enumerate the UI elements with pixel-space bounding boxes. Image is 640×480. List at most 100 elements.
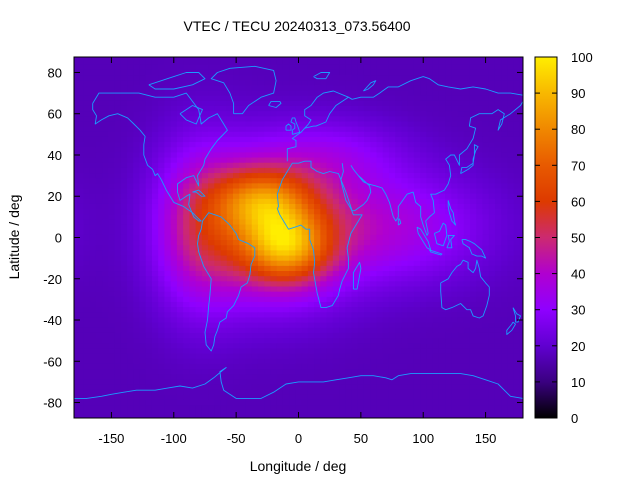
- heatmap-cell: [314, 358, 321, 365]
- heatmap-cell: [501, 203, 509, 210]
- heatmap-cell: [513, 229, 521, 236]
- heatmap-cell: [307, 389, 315, 396]
- heatmap-cell: [401, 353, 409, 360]
- heatmap-cell: [513, 167, 521, 174]
- heatmap-cell: [451, 250, 459, 257]
- heatmap-cell: [314, 399, 321, 406]
- heatmap-cell: [195, 281, 203, 288]
- heatmap-cell: [151, 358, 159, 365]
- heatmap-cell: [345, 369, 353, 375]
- heatmap-cell: [363, 353, 371, 360]
- heatmap-cell: [282, 374, 290, 380]
- heatmap-cell: [494, 394, 502, 401]
- heatmap-cell: [388, 90, 396, 97]
- heatmap-cell: [407, 399, 415, 406]
- heatmap-cell: [494, 167, 502, 174]
- heatmap-cell: [133, 245, 141, 251]
- heatmap-cell: [145, 178, 153, 184]
- heatmap-cell: [507, 121, 515, 128]
- heatmap-cell: [220, 131, 228, 138]
- heatmap-cell: [95, 173, 103, 179]
- heatmap-cell: [139, 219, 147, 226]
- heatmap-cell: [226, 348, 234, 355]
- heatmap-cell: [494, 198, 502, 205]
- heatmap-cell: [519, 260, 523, 267]
- heatmap-cell: [420, 307, 427, 313]
- heatmap-cell: [239, 245, 247, 251]
- heatmap-cell: [488, 260, 496, 267]
- heatmap-cell: [314, 307, 321, 313]
- heatmap-cell: [494, 389, 502, 396]
- heatmap-cell: [189, 250, 197, 257]
- heatmap-cell: [239, 224, 247, 231]
- heatmap-cell: [339, 105, 346, 112]
- heatmap-cell: [151, 188, 159, 195]
- heatmap-cell: [77, 75, 84, 81]
- heatmap-cell: [201, 296, 209, 303]
- heatmap-cell: [233, 193, 240, 200]
- heatmap-cell: [457, 286, 465, 293]
- heatmap-cell: [289, 147, 296, 154]
- heatmap-cell: [351, 219, 359, 226]
- heatmap-cell: [139, 384, 147, 391]
- heatmap-cell: [276, 136, 284, 143]
- heatmap-cell: [501, 75, 509, 81]
- heatmap-cell: [77, 255, 84, 262]
- heatmap-cell: [401, 234, 409, 241]
- heatmap-cell: [239, 389, 247, 396]
- heatmap-cell: [382, 291, 390, 298]
- heatmap-cell: [413, 75, 421, 81]
- heatmap-cell: [176, 85, 184, 92]
- heatmap-cell: [301, 296, 309, 303]
- heatmap-cell: [282, 131, 290, 138]
- heatmap-cell: [201, 105, 209, 112]
- heatmap-cell: [501, 338, 509, 344]
- heatmap-cell: [127, 59, 134, 66]
- heatmap-cell: [251, 75, 259, 81]
- heatmap-cell: [326, 394, 334, 401]
- heatmap-cell: [133, 358, 141, 365]
- heatmap-cell: [176, 286, 184, 293]
- heatmap-cell: [145, 250, 153, 257]
- heatmap-cell: [413, 260, 421, 267]
- heatmap-cell: [445, 152, 452, 159]
- heatmap-cell: [382, 332, 390, 339]
- heatmap-cell: [301, 136, 309, 143]
- heatmap-cell: [451, 131, 459, 138]
- heatmap-cell: [332, 173, 340, 179]
- heatmap-cell: [507, 260, 515, 267]
- heatmap-cell: [307, 100, 315, 107]
- heatmap-cell: [276, 245, 284, 251]
- heatmap-cell: [420, 188, 427, 195]
- heatmap-cell: [127, 322, 134, 329]
- heatmap-cell: [220, 57, 228, 61]
- heatmap-cell: [501, 167, 509, 174]
- heatmap-cell: [345, 338, 353, 344]
- heatmap-cell: [201, 173, 209, 179]
- heatmap-cell: [469, 307, 477, 313]
- heatmap-cell: [395, 379, 402, 386]
- heatmap-cell: [420, 291, 427, 298]
- heatmap-cell: [89, 162, 97, 169]
- heatmap-cell: [507, 162, 515, 169]
- heatmap-cell: [145, 219, 153, 226]
- heatmap-cell: [108, 384, 116, 391]
- heatmap-cell: [476, 379, 484, 386]
- heatmap-cell: [289, 317, 296, 324]
- heatmap-cell: [239, 131, 247, 138]
- heatmap-cell: [183, 224, 190, 231]
- heatmap-cell: [320, 152, 328, 159]
- heatmap-cell: [233, 379, 240, 386]
- heatmap-cell: [357, 69, 365, 76]
- heatmap-cell: [332, 399, 340, 406]
- heatmap-cell: [245, 369, 253, 375]
- heatmap-cell: [401, 250, 409, 257]
- heatmap-cell: [482, 265, 490, 272]
- heatmap-cell: [239, 301, 247, 308]
- heatmap-cell: [164, 178, 172, 184]
- heatmap-cell: [251, 301, 259, 308]
- heatmap-cell: [195, 85, 203, 92]
- heatmap-cell: [289, 136, 296, 143]
- heatmap-cell: [507, 338, 515, 344]
- heatmap-cell: [264, 255, 272, 262]
